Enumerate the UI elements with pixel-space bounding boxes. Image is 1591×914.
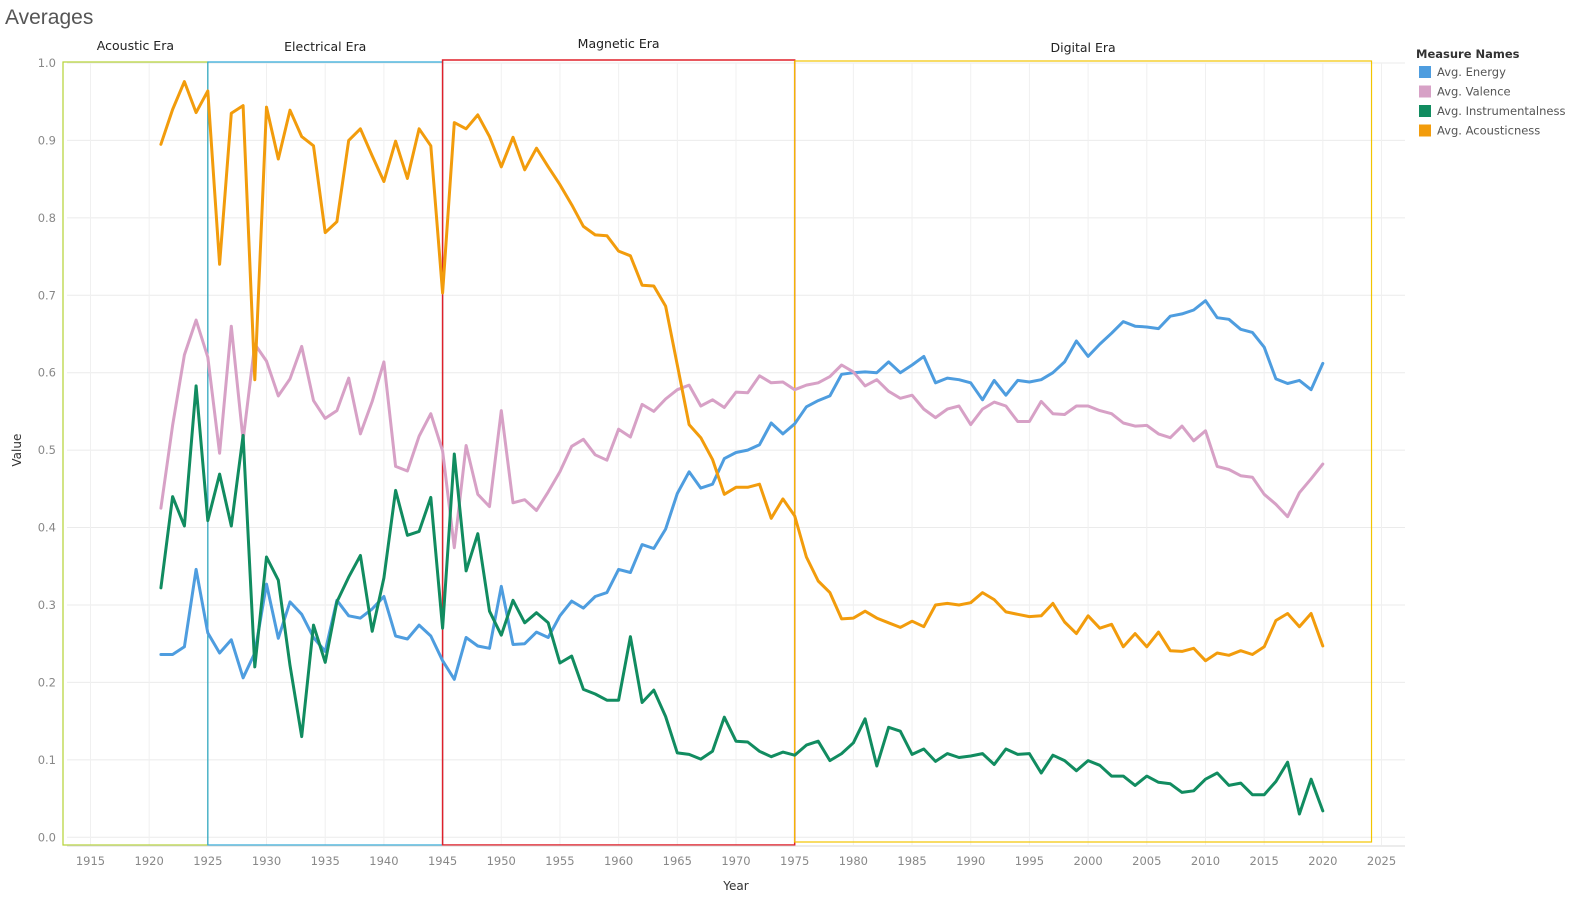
x-tick-label: 1985	[897, 854, 926, 868]
x-tick-label: 2005	[1132, 854, 1161, 868]
x-tick-label: 1925	[193, 854, 222, 868]
y-tick-label: 0.3	[38, 598, 56, 612]
x-tick-label: 1955	[545, 854, 574, 868]
page-title: Averages	[5, 6, 94, 29]
y-tick-label: 1.0	[38, 56, 56, 70]
y-tick-label: 0.0	[38, 830, 56, 844]
y-tick-label: 0.8	[38, 211, 56, 225]
series-line	[159, 299, 1325, 681]
y-tick-label: 0.9	[38, 133, 56, 147]
x-tick-label: 2020	[1308, 854, 1337, 868]
era-label: Digital Era	[1050, 40, 1115, 55]
legend-item-label: Avg. Instrumentalness	[1437, 104, 1565, 118]
x-tick-label: 1950	[487, 854, 516, 868]
x-tick-label: 1935	[311, 854, 340, 868]
series-lines	[159, 80, 1325, 816]
legend-swatch	[1419, 124, 1431, 137]
x-tick-label: 2000	[1073, 854, 1102, 868]
x-tick-label: 2025	[1367, 854, 1396, 868]
legend-title: Measure Names	[1416, 47, 1520, 61]
y-tick-label: 0.1	[38, 753, 56, 767]
y-axis-title: Value	[10, 434, 24, 467]
x-tick-label: 1930	[252, 854, 281, 868]
y-tick-label: 0.6	[38, 366, 56, 380]
x-tick-label: 1970	[721, 854, 750, 868]
y-tick-label: 0.2	[38, 675, 56, 689]
grid	[67, 62, 1405, 845]
legend-swatch	[1419, 66, 1431, 78]
legend-swatch	[1419, 105, 1431, 117]
era-box	[62, 61, 209, 846]
x-tick-label: 1980	[839, 854, 868, 868]
y-axis: 0.0 0.1 0.2 0.3 0.4 0.5 0.6 0.7 0.8 0.9 1.0	[38, 56, 56, 844]
x-axis-title: Year	[722, 879, 748, 893]
series-line	[159, 80, 1325, 663]
x-tick-label: 2015	[1250, 854, 1279, 868]
x-tick-label: 1990	[956, 854, 985, 868]
legend-swatch	[1419, 85, 1431, 98]
y-tick-label: 0.7	[38, 288, 56, 302]
legend: Measure Names Avg. Energy Avg. Valence Avg.…	[1416, 47, 1565, 138]
x-tick-label: 1940	[369, 854, 398, 868]
era-regions: Acoustic Era Electrical Era Magnetic Era Di…	[62, 36, 1373, 846]
era-label: Electrical Era	[284, 39, 366, 54]
legend-item-label: Avg. Energy	[1437, 65, 1506, 79]
x-tick-label: 1965	[663, 854, 692, 868]
series-line	[159, 318, 1325, 550]
x-tick-label: 1945	[428, 854, 457, 868]
x-tick-label: 1915	[76, 854, 105, 868]
legend-item-label: Avg. Acousticness	[1437, 124, 1540, 138]
x-tick-label: 2010	[1191, 854, 1220, 868]
era-label: Acoustic Era	[97, 38, 174, 53]
x-tick-label: 1975	[780, 854, 809, 868]
y-tick-label: 0.4	[38, 521, 56, 535]
x-tick-label: 1920	[135, 854, 164, 868]
era-label: Magnetic Era	[578, 36, 660, 51]
series-line	[159, 384, 1325, 816]
x-tick-label: 1960	[604, 854, 633, 868]
y-tick-label: 0.5	[38, 443, 56, 457]
era-box	[794, 60, 1373, 843]
x-axis: 1915 1920 1925 1930 1935 1940 1945 1950 1955 1960…	[67, 845, 1405, 868]
x-tick-label: 1995	[1015, 854, 1044, 868]
legend-item-label: Avg. Valence	[1437, 85, 1511, 99]
